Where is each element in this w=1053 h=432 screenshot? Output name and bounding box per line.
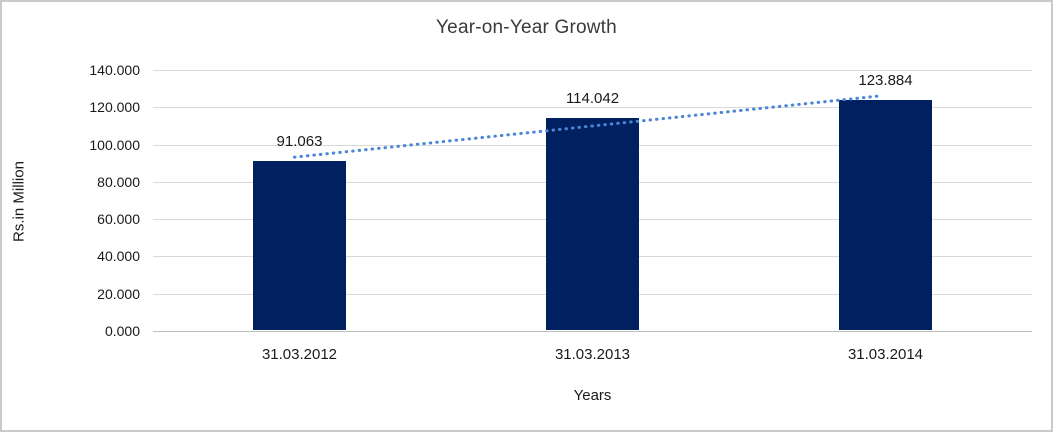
chart-title: Year-on-Year Growth: [436, 17, 617, 38]
y-tick-label: 20.000: [97, 285, 140, 302]
y-tick-label: 60.000: [97, 211, 140, 228]
y-tick-label: 40.000: [97, 248, 140, 265]
bar: [546, 118, 639, 330]
x-tick-label: 31.03.2012: [261, 346, 338, 363]
bar: [253, 161, 346, 330]
gridline: [153, 70, 1032, 71]
x-tick-label: 31.03.2014: [847, 346, 924, 363]
y-tick-label: 80.000: [97, 173, 140, 190]
y-tick-label: 120.000: [89, 99, 140, 116]
y-tick-label: 140.000: [89, 62, 140, 78]
x-tick-label: 31.03.2013: [554, 346, 631, 363]
bar-value-label: 114.042: [565, 90, 620, 108]
y-axis-title: Rs.in Million: [10, 161, 28, 242]
bar-value-label: 123.884: [858, 72, 913, 90]
bar: [839, 100, 932, 330]
x-axis-line: [153, 331, 1032, 332]
x-axis-title: Years: [573, 387, 612, 404]
plot-area: [153, 70, 1032, 332]
y-tick-label: 0.000: [104, 323, 140, 339]
bar-value-label: 91.063: [276, 133, 323, 151]
y-tick-label: 100.000: [89, 136, 140, 153]
